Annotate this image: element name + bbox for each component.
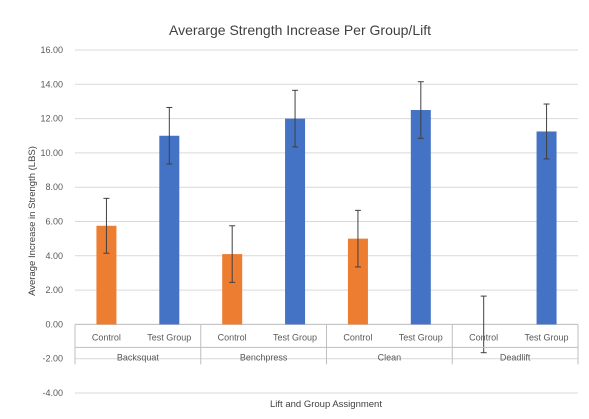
x-group-label: Benchpress xyxy=(240,352,288,362)
x-category-label: Control xyxy=(343,332,372,342)
y-axis-title: Average Increase in Strength (LBS) xyxy=(27,146,38,296)
y-tick-label: 4.00 xyxy=(45,251,63,261)
y-tick-label: 10.00 xyxy=(40,148,63,158)
bar-test-group-deadlift xyxy=(536,131,557,325)
x-category-label: Control xyxy=(218,332,247,342)
x-category-label: Test Group xyxy=(273,332,317,342)
bar-test-group-backsquat xyxy=(159,135,180,325)
bars xyxy=(96,110,557,325)
x-category-label: Test Group xyxy=(147,332,191,342)
x-axis-title: Lift and Group Assignment xyxy=(270,399,382,410)
x-category-label: Control xyxy=(469,332,498,342)
x-axis-ticks: Control Test Group Control Test Group Contro… xyxy=(74,324,579,365)
y-tick-label: 0.00 xyxy=(45,319,63,329)
bar-test-group-clean xyxy=(410,110,431,325)
gridlines xyxy=(75,49,578,394)
y-tick-label: 2.00 xyxy=(45,285,63,295)
y-tick-label: 8.00 xyxy=(45,182,63,192)
error-bars xyxy=(103,81,550,354)
chart-title: Averarge Strength Increase Per Group/Lif… xyxy=(169,22,431,38)
x-category-label: Test Group xyxy=(525,332,569,342)
y-tick-label: 14.00 xyxy=(40,79,63,89)
y-tick-label: -2.00 xyxy=(42,354,63,364)
x-group-label: Backsquat xyxy=(117,352,160,362)
y-tick-label: 6.00 xyxy=(45,217,63,227)
x-group-label: Clean xyxy=(378,352,402,362)
bar-control-clean xyxy=(347,238,368,325)
bar-control-backsquat xyxy=(96,225,117,325)
y-axis-ticks: -4.00 -2.00 0.00 2.00 4.00 6.00 8.00 10.00 12.00… xyxy=(40,45,63,398)
x-category-label: Control xyxy=(92,332,121,342)
bar-control-benchpress xyxy=(222,254,243,325)
bar-test-group-benchpress xyxy=(285,118,306,325)
y-tick-label: 16.00 xyxy=(40,45,63,55)
y-tick-label: 12.00 xyxy=(40,114,63,124)
x-category-label: Test Group xyxy=(399,332,443,342)
y-tick-label: -4.00 xyxy=(42,388,63,398)
x-group-label: Deadlift xyxy=(500,352,531,362)
